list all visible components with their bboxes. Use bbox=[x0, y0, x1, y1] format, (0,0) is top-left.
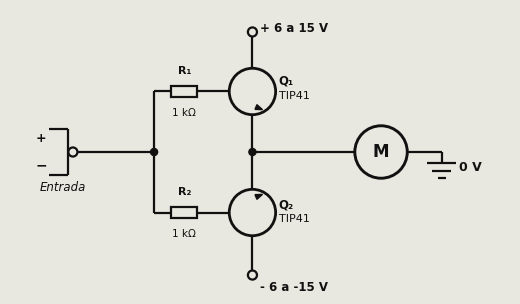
Polygon shape bbox=[255, 194, 263, 199]
Text: 1 kΩ: 1 kΩ bbox=[173, 229, 196, 239]
Text: Q₁: Q₁ bbox=[279, 75, 294, 88]
Text: Entrada: Entrada bbox=[40, 181, 86, 194]
Text: 0 V: 0 V bbox=[459, 161, 482, 174]
Text: + 6 a 15 V: + 6 a 15 V bbox=[260, 22, 328, 35]
Circle shape bbox=[355, 126, 407, 178]
Polygon shape bbox=[255, 105, 263, 110]
Circle shape bbox=[249, 148, 256, 156]
Text: −: − bbox=[35, 158, 47, 172]
Text: 1 kΩ: 1 kΩ bbox=[173, 108, 196, 118]
Text: R₂: R₂ bbox=[178, 187, 191, 197]
Text: +: + bbox=[36, 132, 47, 145]
Text: TIP41: TIP41 bbox=[279, 91, 309, 101]
Bar bbox=[171, 207, 198, 218]
Text: M: M bbox=[373, 143, 389, 161]
Circle shape bbox=[248, 271, 257, 280]
Text: TIP41: TIP41 bbox=[279, 214, 309, 224]
Circle shape bbox=[248, 27, 257, 36]
Circle shape bbox=[229, 68, 276, 115]
Text: Q₂: Q₂ bbox=[279, 199, 294, 212]
Circle shape bbox=[68, 147, 77, 157]
Text: R₁: R₁ bbox=[178, 66, 191, 76]
Circle shape bbox=[151, 148, 158, 156]
Bar bbox=[171, 86, 198, 97]
Circle shape bbox=[229, 189, 276, 236]
Text: - 6 a -15 V: - 6 a -15 V bbox=[260, 281, 328, 294]
